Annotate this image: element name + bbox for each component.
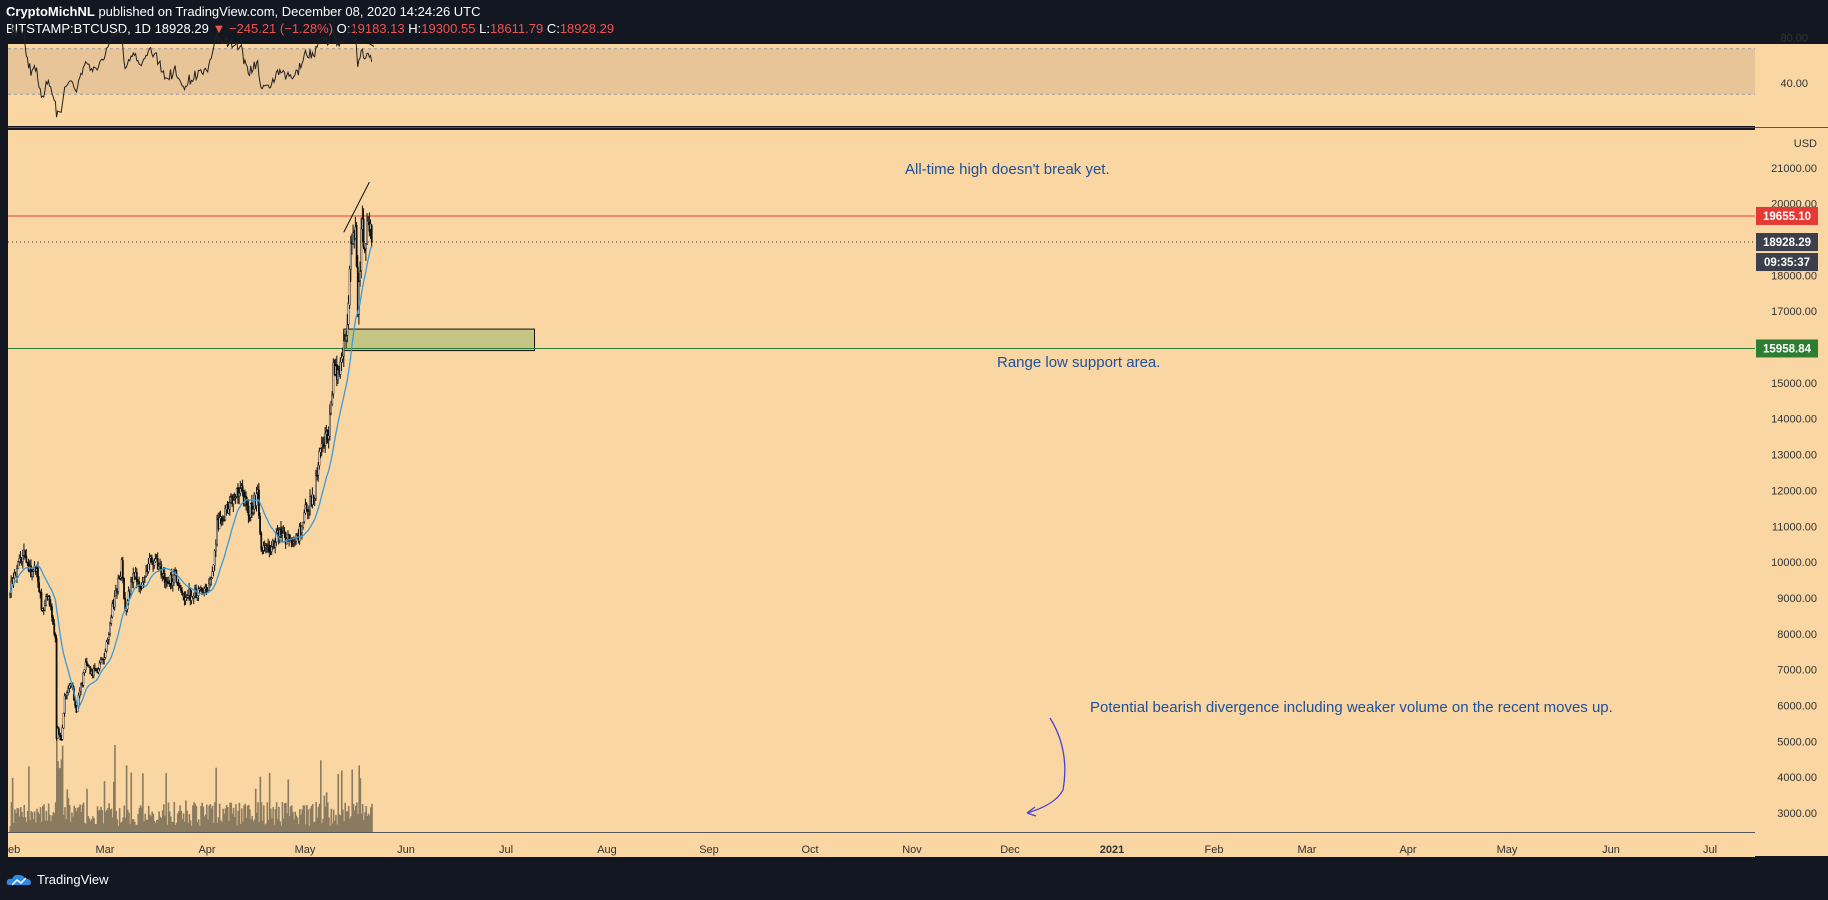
publish-line: CryptoMichNL published on TradingView.co… bbox=[6, 4, 481, 19]
high-value: 19300.55 bbox=[421, 21, 476, 36]
close-value: 18928.29 bbox=[559, 21, 615, 36]
down-triangle-icon: ▼ bbox=[212, 21, 226, 36]
time-axis[interactable] bbox=[8, 832, 1755, 857]
cloud-icon bbox=[6, 874, 31, 886]
open-value: 19183.13 bbox=[350, 21, 405, 36]
low-value: 18611.79 bbox=[489, 21, 544, 36]
low-label: L: bbox=[479, 21, 490, 36]
high-label: H: bbox=[408, 21, 422, 36]
price-pane[interactable] bbox=[8, 130, 1755, 832]
close-label: C: bbox=[546, 21, 560, 36]
symbol-label: BITSTAMP:BTCUSD, 1D bbox=[6, 21, 151, 36]
published-text: published on TradingView.com, December 0… bbox=[94, 4, 481, 19]
price-axis[interactable] bbox=[1755, 44, 1828, 856]
rsi-tick-label: 80.00 bbox=[1780, 32, 1808, 44]
brand-label: TradingView bbox=[37, 872, 109, 887]
open-label: O: bbox=[336, 21, 351, 36]
author-name[interactable]: CryptoMichNL bbox=[6, 4, 95, 19]
last-price: 18928.29 bbox=[154, 21, 209, 36]
tradingview-logo[interactable]: TradingView bbox=[6, 872, 109, 887]
price-change: −245.21 (−1.28%) bbox=[228, 21, 334, 36]
ohlc-line: BITSTAMP:BTCUSD, 1D 18928.29 ▼ −245.21 (… bbox=[6, 21, 614, 36]
rsi-pane[interactable] bbox=[8, 44, 1755, 126]
